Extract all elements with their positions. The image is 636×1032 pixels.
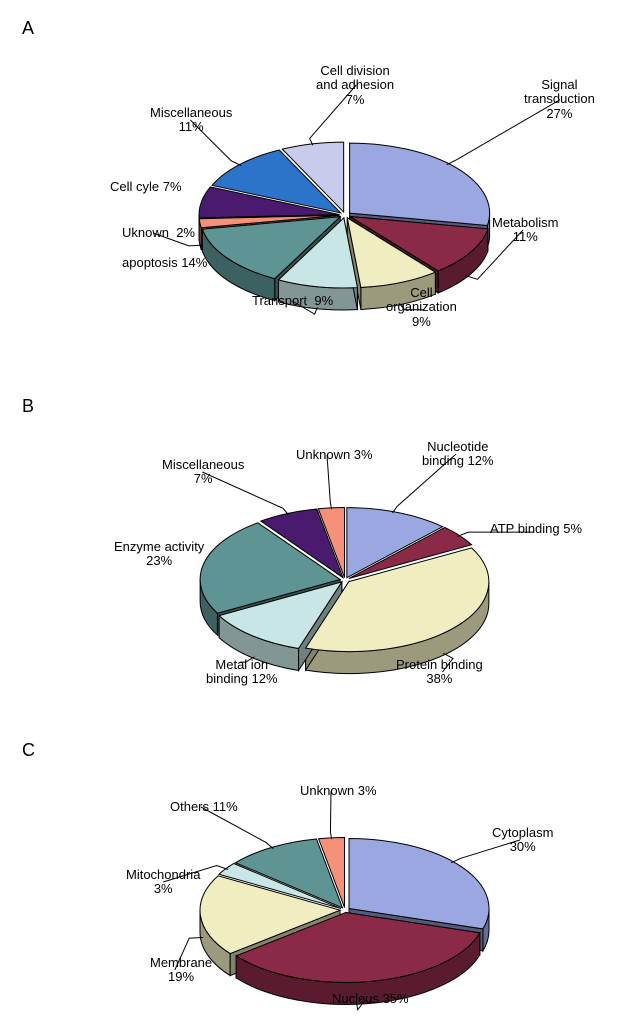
panel-label-b: B bbox=[22, 396, 34, 417]
pie-slice bbox=[350, 143, 490, 225]
panel-label-b-text: B bbox=[22, 396, 34, 416]
chart-c: Cytoplasm 30%Nucleus 35%Membrane 19%Mito… bbox=[120, 770, 570, 1020]
chart-a: Signal transduction 27%Metabolism 11%Cel… bbox=[130, 60, 560, 350]
panel-label-c: C bbox=[22, 740, 35, 761]
panel-label-c-text: C bbox=[22, 740, 35, 760]
panel-label-a: A bbox=[22, 18, 34, 39]
panel-label-a-text: A bbox=[22, 18, 34, 38]
figure-page: { "panels": { "A": { "label": "A", "labe… bbox=[0, 0, 636, 1032]
chart-b: Nucleotide binding 12%ATP binding 5%Prot… bbox=[120, 430, 570, 710]
